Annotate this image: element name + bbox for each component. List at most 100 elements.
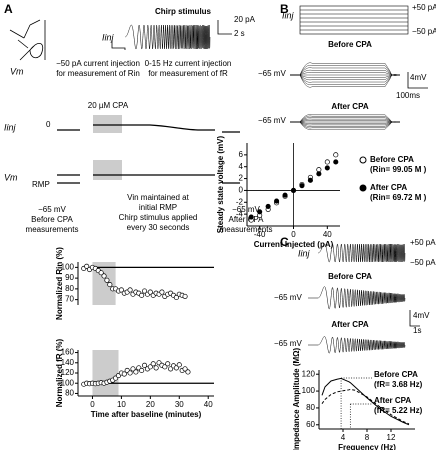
data-point — [307, 177, 313, 183]
data-point — [248, 214, 254, 220]
data-point — [333, 152, 339, 158]
panel-label: A — [4, 2, 13, 16]
label: 4mV — [410, 73, 427, 82]
data-point — [101, 273, 107, 279]
label: −65 mV — [232, 205, 260, 214]
label: −65 mV — [258, 69, 286, 78]
y-tick-label: 0 — [239, 186, 244, 195]
y-tick-label: 4 — [239, 162, 244, 171]
data-point — [182, 293, 188, 299]
shaded-region — [92, 350, 119, 396]
y-axis-label: Impedance Amplitude (MΩ) — [292, 347, 301, 450]
data-point — [150, 361, 156, 367]
x-tick-label: 40 — [204, 400, 213, 409]
x-tick-label: 40 — [323, 230, 332, 239]
label: −50 pA current injection — [56, 59, 140, 68]
baseline — [308, 297, 318, 346]
label: for measurement of Rin — [56, 69, 140, 78]
data-point — [133, 369, 139, 375]
label: 20 pA — [234, 15, 256, 24]
x-tick-label: 20 — [146, 400, 155, 409]
data-point — [168, 366, 174, 372]
x-tick-label: -40 — [254, 230, 266, 239]
label: 2 s — [234, 29, 245, 38]
data-point — [127, 370, 133, 376]
y-tick-label: 120 — [61, 368, 75, 377]
y-tick-label: 80 — [65, 284, 74, 293]
y-axis-label: Normalized Rin (%) — [55, 247, 64, 320]
panel-label: B — [280, 2, 289, 16]
y-tick-label: 90 — [65, 273, 74, 282]
label: −65 mV — [258, 116, 286, 125]
iinj-trace — [57, 124, 240, 133]
data-point — [282, 192, 288, 198]
data-point — [165, 361, 171, 367]
label: Iinj — [102, 32, 115, 42]
y-tick-label: 60 — [306, 420, 315, 429]
data-point — [142, 362, 148, 368]
label: Iinj — [4, 122, 17, 132]
cpa-box-i — [93, 115, 122, 133]
data-point — [316, 167, 322, 173]
label: After CPA — [331, 102, 368, 111]
annotation: (fR= 3.68 Hz) — [374, 380, 423, 389]
step-response — [290, 121, 401, 127]
step-response — [290, 114, 401, 123]
step-response — [290, 74, 401, 83]
legend-label: Before CPA — [370, 155, 414, 164]
data-point — [299, 183, 305, 189]
data-point — [159, 289, 165, 295]
data-point — [185, 369, 191, 375]
legend-detail: (Rin= 99.05 M ) — [370, 165, 427, 174]
label: 0 — [46, 120, 51, 129]
data-point — [324, 159, 330, 165]
label: After CPA — [331, 320, 368, 329]
label: for measurement of fR — [148, 69, 228, 78]
label: Iinj — [298, 248, 311, 258]
data-point — [290, 187, 297, 193]
data-point — [173, 365, 179, 371]
label: every 30 seconds — [127, 223, 190, 232]
data-point — [104, 277, 110, 283]
y-tick-label: 160 — [61, 348, 75, 357]
step-response — [290, 67, 401, 76]
data-point — [265, 203, 271, 209]
curve — [321, 377, 410, 426]
label: −65 mV — [38, 205, 66, 214]
curve — [321, 388, 410, 425]
data-point — [182, 366, 188, 372]
y-tick-label: -4 — [236, 209, 244, 218]
b-step — [299, 5, 409, 35]
y-tick-label: 100 — [61, 262, 75, 271]
data-point — [147, 364, 153, 370]
x-tick-label: 4 — [341, 433, 346, 442]
label: After CPA — [229, 215, 265, 224]
step-response — [290, 117, 401, 123]
cell-sketch — [9, 19, 46, 61]
x-tick-label: 30 — [175, 400, 184, 409]
label: 20 µM CPA — [88, 101, 129, 110]
label: 4mV — [413, 311, 430, 320]
y-tick-label: 70 — [65, 295, 74, 304]
y-tick-label: 6 — [239, 150, 244, 159]
data-point — [98, 270, 104, 276]
label: 100ms — [396, 91, 420, 100]
label: measurements — [26, 225, 79, 234]
label: Vm — [10, 66, 24, 76]
y-tick-label: 100 — [302, 386, 316, 395]
label: 0-15 Hz current injection — [145, 59, 232, 68]
label: Before CPA — [31, 215, 73, 224]
label: initial RMP — [139, 203, 177, 212]
label: Vm — [4, 172, 18, 182]
label: Chirp stimulus — [155, 7, 212, 16]
y-axis-label: Steady state voltage (mV) — [216, 135, 225, 233]
x-tick-label: 0 — [90, 400, 95, 409]
data-point — [121, 371, 127, 377]
step-response — [290, 121, 401, 130]
label: Vin maintained at — [127, 193, 189, 202]
scale-c — [409, 310, 420, 327]
y-tick-label: 80 — [306, 403, 315, 412]
data-point — [324, 165, 330, 171]
data-point — [173, 294, 179, 301]
